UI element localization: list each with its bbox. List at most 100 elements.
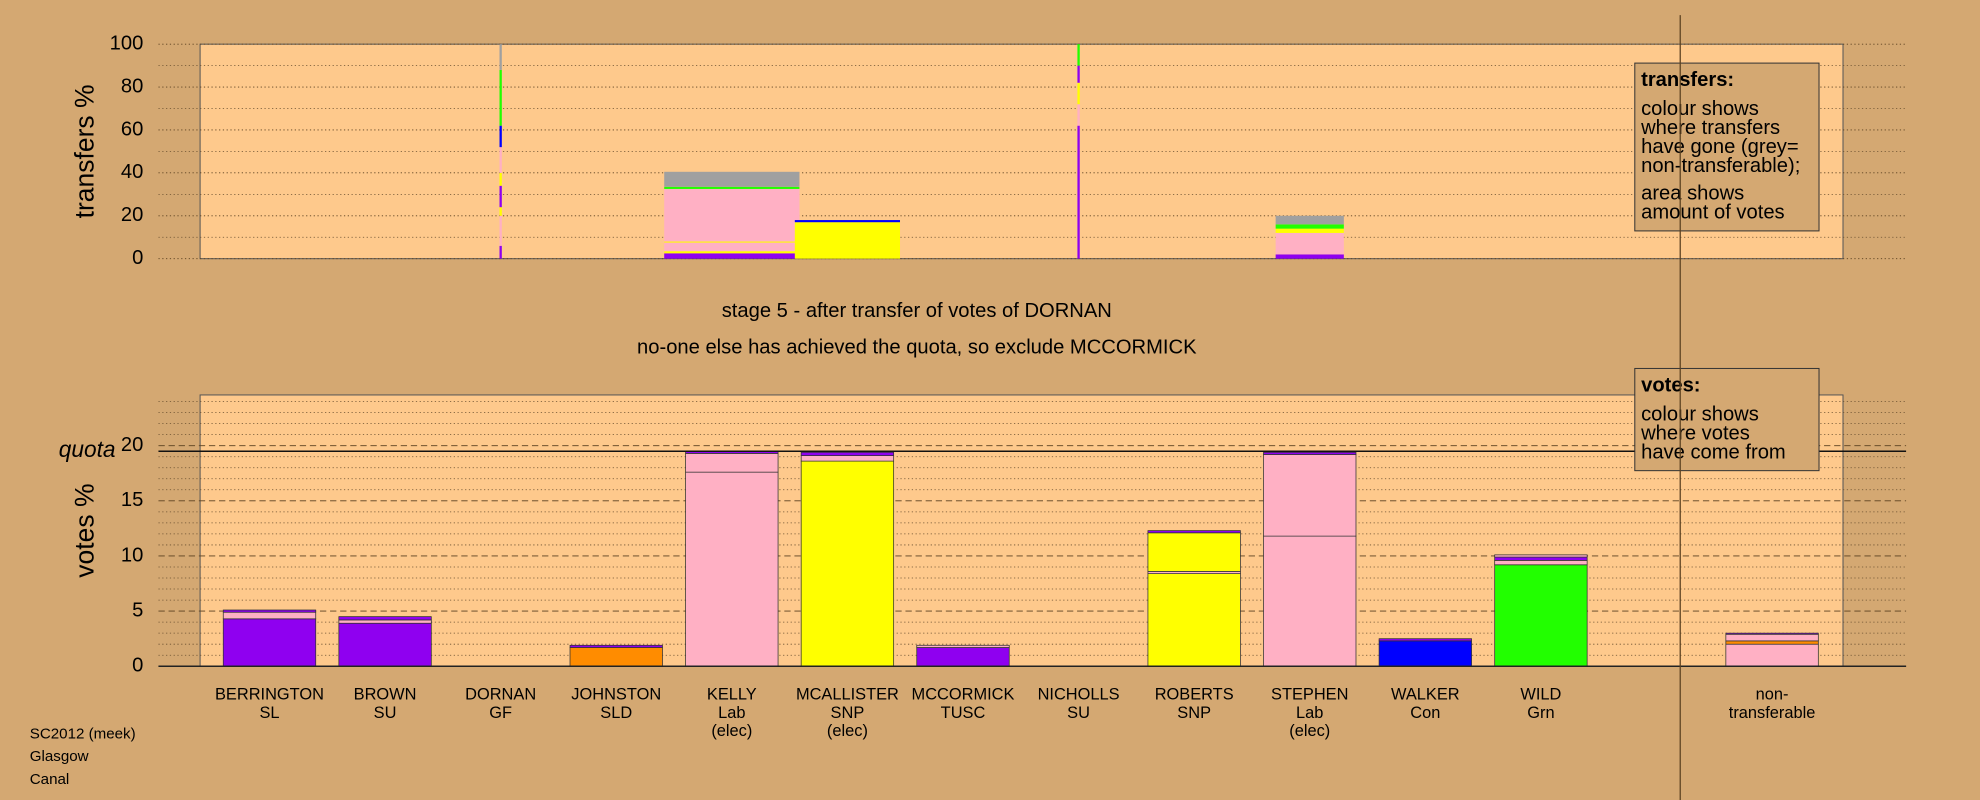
bar-segment xyxy=(916,647,1010,667)
bar-segment xyxy=(1378,640,1472,667)
bar-segment xyxy=(1275,254,1344,259)
bar-segment xyxy=(499,125,502,148)
x-tick-label: SU xyxy=(374,704,397,722)
bar-segment xyxy=(1494,564,1588,667)
bar-segment xyxy=(800,451,895,456)
bar-segment xyxy=(664,188,800,242)
bar-segment xyxy=(569,647,663,667)
x-tick-label: SNP xyxy=(1177,704,1211,722)
bar-segment xyxy=(1275,232,1344,255)
bar-segment xyxy=(1147,530,1241,534)
bar-segment xyxy=(800,460,895,667)
bar-segment xyxy=(1494,559,1588,566)
y-axis-label: votes % xyxy=(70,483,100,577)
bar-segment xyxy=(1147,532,1241,572)
note-title: transfers: xyxy=(1641,69,1734,91)
annotation: stage 5 - after transfer of votes of DOR… xyxy=(722,300,1112,322)
footer-text: SC2012 (meek) xyxy=(30,725,136,742)
x-tick-label: Grn xyxy=(1527,704,1554,722)
note-text: amount of votes xyxy=(1641,202,1785,224)
x-tick-label: BERRINGTON xyxy=(215,686,324,704)
bar-segment xyxy=(800,455,895,462)
bar-segment xyxy=(1077,44,1080,66)
bar-segment xyxy=(499,207,502,216)
x-tick-label: SL xyxy=(259,704,279,722)
x-tick-label: (elec) xyxy=(827,722,868,740)
bar-segment xyxy=(794,222,901,259)
x-tick-label: Con xyxy=(1410,704,1440,722)
y-tick-label: 0 xyxy=(132,655,143,677)
bar-segment xyxy=(499,147,502,173)
y-tick-label: 20 xyxy=(121,434,143,456)
x-tick-label: GF xyxy=(489,704,512,722)
bar-segment xyxy=(1494,556,1588,561)
x-tick-label: transferable xyxy=(1729,704,1816,722)
x-tick-label: SNP xyxy=(831,704,865,722)
bar-segment xyxy=(338,622,432,667)
x-tick-label: SU xyxy=(1067,704,1090,722)
bar-segment xyxy=(499,185,502,208)
plot-area xyxy=(199,394,1844,667)
bar-segment xyxy=(1725,632,1819,635)
bar-segment xyxy=(1263,535,1357,667)
bar-segment xyxy=(1147,573,1241,667)
quota-label: quota xyxy=(59,436,116,462)
x-tick-label: (elec) xyxy=(1289,722,1330,740)
bar-segment xyxy=(664,171,800,187)
x-tick-label: Lab xyxy=(718,704,745,722)
note-box xyxy=(1634,62,1820,232)
x-tick-label: BROWN xyxy=(354,686,417,704)
y-tick-label: 60 xyxy=(121,118,143,140)
bar-segment xyxy=(499,44,502,70)
y-tick-label: 40 xyxy=(121,161,143,183)
x-tick-label: WILD xyxy=(1520,686,1561,704)
x-tick-label: DORNAN xyxy=(465,686,536,704)
y-tick-label: 20 xyxy=(121,204,143,226)
x-tick-label: NICHOLLS xyxy=(1038,686,1120,704)
bar-segment xyxy=(499,215,502,246)
x-tick-label: Lab xyxy=(1296,704,1323,722)
y-tick-label: 15 xyxy=(121,489,143,511)
bar-segment xyxy=(338,619,432,624)
footer-text: Glasgow xyxy=(30,748,89,765)
bar-segment xyxy=(1275,228,1344,233)
bar-segment xyxy=(1494,554,1588,558)
bar-segment xyxy=(1263,451,1357,455)
note-title: votes: xyxy=(1641,374,1700,396)
bar-segment xyxy=(1725,633,1819,642)
note-text: where votes xyxy=(1640,422,1750,444)
note-text: where transfers xyxy=(1640,117,1780,139)
bar-segment xyxy=(338,616,432,621)
x-tick-label: KELLY xyxy=(707,686,757,704)
y-tick-label: 80 xyxy=(121,75,143,97)
bar-segment xyxy=(1077,82,1080,105)
bar-segment xyxy=(1077,125,1080,259)
bar-segment xyxy=(1077,65,1080,83)
bar-segment xyxy=(569,644,663,648)
x-tick-label: JOHNSTON xyxy=(571,686,661,704)
bar-segment xyxy=(916,644,1010,648)
x-tick-label: (elec) xyxy=(711,722,752,740)
note-text: colour shows xyxy=(1641,403,1759,425)
note-text: area shows xyxy=(1641,183,1744,205)
x-tick-label: STEPHEN xyxy=(1271,686,1348,704)
x-tick-label: WALKER xyxy=(1391,686,1460,704)
bar-segment xyxy=(794,220,901,223)
x-tick-label: TUSC xyxy=(941,704,986,722)
bar-segment xyxy=(222,618,317,667)
bar-segment xyxy=(685,453,779,473)
bar-segment xyxy=(1077,104,1080,126)
bar-segment xyxy=(499,69,502,126)
x-tick-label: MCCORMICK xyxy=(912,686,1015,704)
x-tick-label: ROBERTS xyxy=(1155,686,1234,704)
bar-segment xyxy=(664,186,800,189)
y-tick-label: 5 xyxy=(132,599,143,621)
bar-segment xyxy=(1725,643,1819,667)
bar-segment xyxy=(222,609,317,613)
x-tick-label: non- xyxy=(1756,686,1789,704)
bar-segment xyxy=(499,172,502,186)
y-axis-label: transfers % xyxy=(70,84,100,218)
bar-segment xyxy=(1275,215,1344,225)
